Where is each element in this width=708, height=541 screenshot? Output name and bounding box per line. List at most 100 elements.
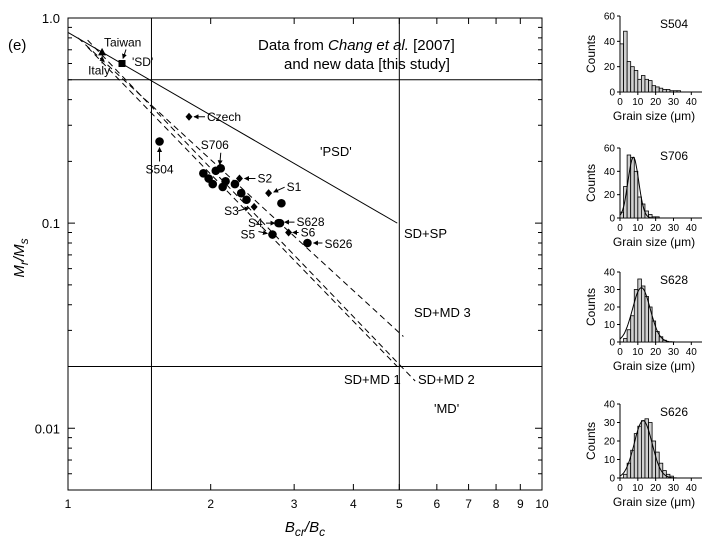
s706-x-tick-label-20: 20	[650, 223, 662, 234]
curve-sd-md-1	[87, 46, 398, 367]
s504-bar	[619, 43, 624, 93]
x-tick-label-5: 5	[396, 497, 403, 511]
label-s6: S6	[301, 226, 316, 240]
x-tick-label-4: 4	[350, 497, 357, 511]
y-axis-label-sub2: s	[17, 238, 31, 244]
s706-bar	[630, 156, 635, 219]
s628-title: S628	[660, 273, 688, 287]
s504-y-tick-label-0: 0	[609, 88, 615, 99]
s504-bar	[630, 66, 635, 93]
s626-bar	[637, 425, 642, 479]
label-s504: S504	[146, 162, 174, 176]
marker-s6	[285, 228, 293, 237]
s626-y-tick-label-20: 20	[604, 437, 616, 448]
region-label-md: 'MD'	[434, 401, 459, 416]
y-axis-label-m: M	[11, 265, 28, 278]
s626-x-tick-label-30: 30	[668, 483, 680, 494]
label-s5: S5	[240, 228, 255, 242]
label-italy: Italy	[88, 63, 110, 77]
s628-x-tick-label-30: 30	[668, 347, 680, 358]
s504-x-label: Grain size (μm)	[613, 109, 695, 123]
marker-s626	[303, 238, 312, 248]
s504-y-label: Counts	[584, 35, 598, 73]
s504-y-tick-label-20: 20	[604, 62, 616, 73]
s706-x-tick-label-40: 40	[686, 223, 698, 234]
s504-bar	[633, 70, 639, 93]
curve-sd-md-3	[77, 37, 404, 337]
curve-label-sd-md3: SD+MD 3	[414, 305, 471, 320]
s504-bar	[676, 90, 682, 93]
marker-s1	[265, 189, 273, 198]
s504-title: S504	[660, 17, 688, 31]
s626-y-tick-label-40: 40	[604, 400, 616, 411]
y-axis-label-sub1: r	[17, 260, 31, 265]
y-tick-label-0-01: 0.01	[35, 421, 60, 436]
marker-czech	[185, 112, 193, 121]
marker-sample-4	[216, 164, 226, 173]
arrow-s706	[217, 152, 223, 166]
s628-bar	[644, 296, 649, 343]
x-tick-label-10: 10	[535, 497, 549, 511]
marker-s2	[235, 174, 243, 183]
s628-x-tick-label-10: 10	[632, 347, 644, 358]
s504-x-tick-label-30: 30	[668, 97, 680, 108]
s706-x-tick-label-30: 30	[668, 223, 680, 234]
s628-x-tick-label-20: 20	[650, 347, 662, 358]
s706-y-label: Counts	[584, 164, 598, 202]
s504-bar	[669, 90, 674, 93]
marker-sample-8	[236, 188, 246, 198]
label-s706: S706	[201, 138, 229, 152]
s706-x-tick-label-0: 0	[617, 223, 623, 234]
s504-bar	[651, 85, 657, 93]
s504-bar	[626, 61, 632, 93]
s626-y-label: Counts	[584, 422, 598, 460]
s628-bar	[640, 285, 646, 343]
s504-bar	[658, 87, 664, 93]
s504-x-tick-label-40: 40	[686, 97, 698, 108]
x-tick-label-3: 3	[291, 497, 298, 511]
region-label-psd: 'PSD'	[320, 144, 352, 159]
marker-sample-10	[277, 198, 286, 208]
s706-y-tick-label-20: 20	[604, 190, 616, 201]
marker-taiwan	[118, 60, 126, 68]
marker-s504	[155, 137, 164, 146]
s626-y-tick-label-10: 10	[604, 455, 616, 466]
s626-fit-curve	[619, 420, 681, 479]
s626-x-tick-label-20: 20	[650, 483, 662, 494]
s628-y-tick-label-40: 40	[604, 268, 616, 279]
marker-sample-7	[230, 179, 240, 189]
arrow-taiwan	[122, 49, 127, 59]
s706-bar	[633, 170, 639, 219]
histogram-s626: 0 10 20 30 40 0 10 20 30 40 S626 Grain size (μm) Cou…	[584, 400, 702, 509]
s504-bar	[637, 78, 642, 93]
marker-s628	[274, 218, 283, 228]
arrow-s3	[238, 206, 250, 212]
histogram-s504: 0 20 40 60 0 10 20 30 40 S504 Grain size (μm) Count…	[584, 12, 702, 123]
s626-x-tick-label-0: 0	[617, 483, 623, 494]
marker-sample-9	[242, 195, 251, 205]
s628-x-tick-label-0: 0	[617, 347, 623, 358]
plot-frame	[67, 17, 543, 491]
s628-bar	[630, 315, 635, 343]
s504-bar	[640, 75, 646, 93]
x-axis-label-sub2: c	[319, 525, 325, 539]
s706-fit-curve	[619, 156, 681, 219]
s626-x-tick-label-10: 10	[632, 483, 644, 494]
panel-label: (e)	[8, 37, 26, 54]
curve-label-sd-sp: SD+SP	[404, 226, 447, 241]
s628-fit-curve	[619, 287, 681, 343]
label-s3: S3	[224, 204, 239, 218]
s626-title: S626	[660, 405, 688, 419]
s504-x-tick-label-10: 10	[632, 97, 644, 108]
s628-bar	[626, 329, 632, 343]
annotation-author: Chang et al.	[328, 37, 409, 54]
x-tick-label-8: 8	[493, 497, 500, 511]
s504-bar	[655, 86, 660, 93]
annotation-line-2: and new data [this study]	[284, 56, 450, 73]
x-tick-label-2: 2	[207, 497, 214, 511]
s706-x-label: Grain size (μm)	[613, 235, 695, 249]
label-s4: S4	[248, 216, 263, 230]
marker-s3	[250, 202, 258, 211]
y-axis-label: Mr/Ms	[11, 238, 31, 277]
s628-y-label: Counts	[584, 288, 598, 326]
